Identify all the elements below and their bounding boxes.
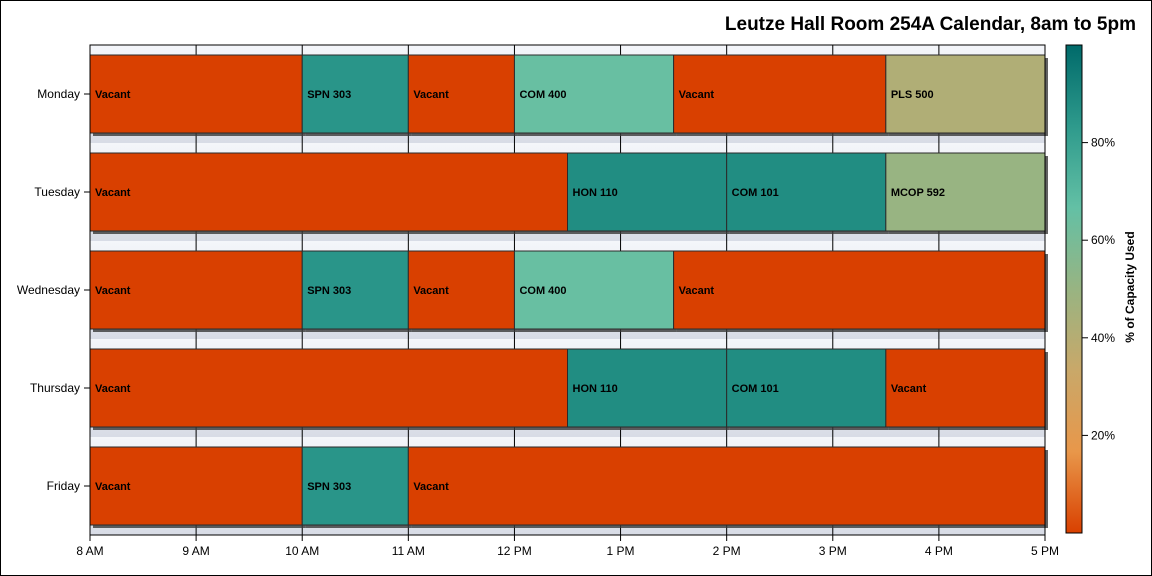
bar-com-400: [513, 54, 675, 134]
bar-label: MCOP 592: [891, 187, 945, 199]
bar-label: Vacant: [95, 481, 131, 493]
bar-label: COM 400: [519, 89, 566, 101]
bar-label: COM 400: [519, 285, 566, 297]
x-tick-label: 9 AM: [182, 544, 209, 558]
bar-label: COM 101: [732, 187, 779, 199]
y-tick-label: Thursday: [30, 381, 80, 395]
bar-label: Vacant: [413, 89, 449, 101]
bar-vacant: [885, 348, 1046, 428]
colorbar-tick-label: 80%: [1091, 136, 1115, 150]
bar-label: Vacant: [679, 285, 715, 297]
bar-vacant: [673, 54, 887, 134]
x-tick-label: 12 PM: [497, 544, 532, 558]
bar-label: Vacant: [679, 89, 715, 101]
x-tick-label: 11 AM: [392, 544, 425, 558]
y-tick-label: Tuesday: [34, 185, 80, 199]
bar-mcop-592: [885, 152, 1046, 232]
bar-label: PLS 500: [891, 89, 934, 101]
x-tick-label: 5 PM: [1031, 544, 1059, 558]
x-tick-label: 8 AM: [76, 544, 103, 558]
bar-vacant: [407, 250, 515, 330]
bar-label: Vacant: [95, 89, 131, 101]
bar-label: Vacant: [891, 383, 927, 395]
bar-com-400: [513, 250, 675, 330]
bar-vacant: [89, 152, 568, 232]
bar-com-101: [726, 152, 887, 232]
x-tick-label: 2 PM: [713, 544, 741, 558]
colorbar-tick-label: 60%: [1091, 233, 1115, 247]
bar-label: Vacant: [95, 383, 131, 395]
chart-title: Leutze Hall Room 254A Calendar, 8am to 5…: [724, 14, 1136, 35]
colorbar: [1065, 44, 1083, 534]
bar-pls-500: [885, 54, 1046, 134]
bar-label: SPN 303: [307, 481, 351, 493]
y-tick-label: Wednesday: [17, 283, 80, 297]
bar-hon-110: [567, 152, 728, 232]
x-tick-label: 4 PM: [925, 544, 953, 558]
bar-com-101: [726, 348, 887, 428]
bar-label: HON 110: [573, 187, 618, 199]
bar-label: Vacant: [95, 187, 131, 199]
bar-vacant: [673, 250, 1046, 330]
bar-label: Vacant: [413, 481, 449, 493]
x-tick-label: 1 PM: [607, 544, 635, 558]
bar-label: Vacant: [413, 285, 449, 297]
colorbar-label: % of Capacity Used: [1123, 231, 1137, 342]
bar-label: SPN 303: [307, 89, 351, 101]
bar-hon-110: [567, 348, 728, 428]
bar-vacant: [89, 54, 303, 134]
y-tick-label: Monday: [37, 87, 80, 101]
bar-label: HON 110: [573, 383, 618, 395]
bar-label: Vacant: [95, 285, 131, 297]
bar-spn-303: [301, 250, 409, 330]
x-tick-label: 3 PM: [819, 544, 847, 558]
y-tick-label: Friday: [47, 479, 80, 493]
bar-vacant: [89, 348, 568, 428]
bar-vacant: [89, 250, 303, 330]
bar-vacant: [89, 446, 303, 526]
bar-label: COM 101: [732, 383, 779, 395]
x-tick-label: 10 AM: [285, 544, 319, 558]
colorbar-tick-label: 40%: [1091, 331, 1115, 345]
colorbar-tick-label: 20%: [1091, 428, 1115, 442]
bar-vacant: [407, 446, 1046, 526]
bar-vacant: [407, 54, 515, 134]
bar-spn-303: [301, 446, 409, 526]
bar-label: SPN 303: [307, 285, 351, 297]
